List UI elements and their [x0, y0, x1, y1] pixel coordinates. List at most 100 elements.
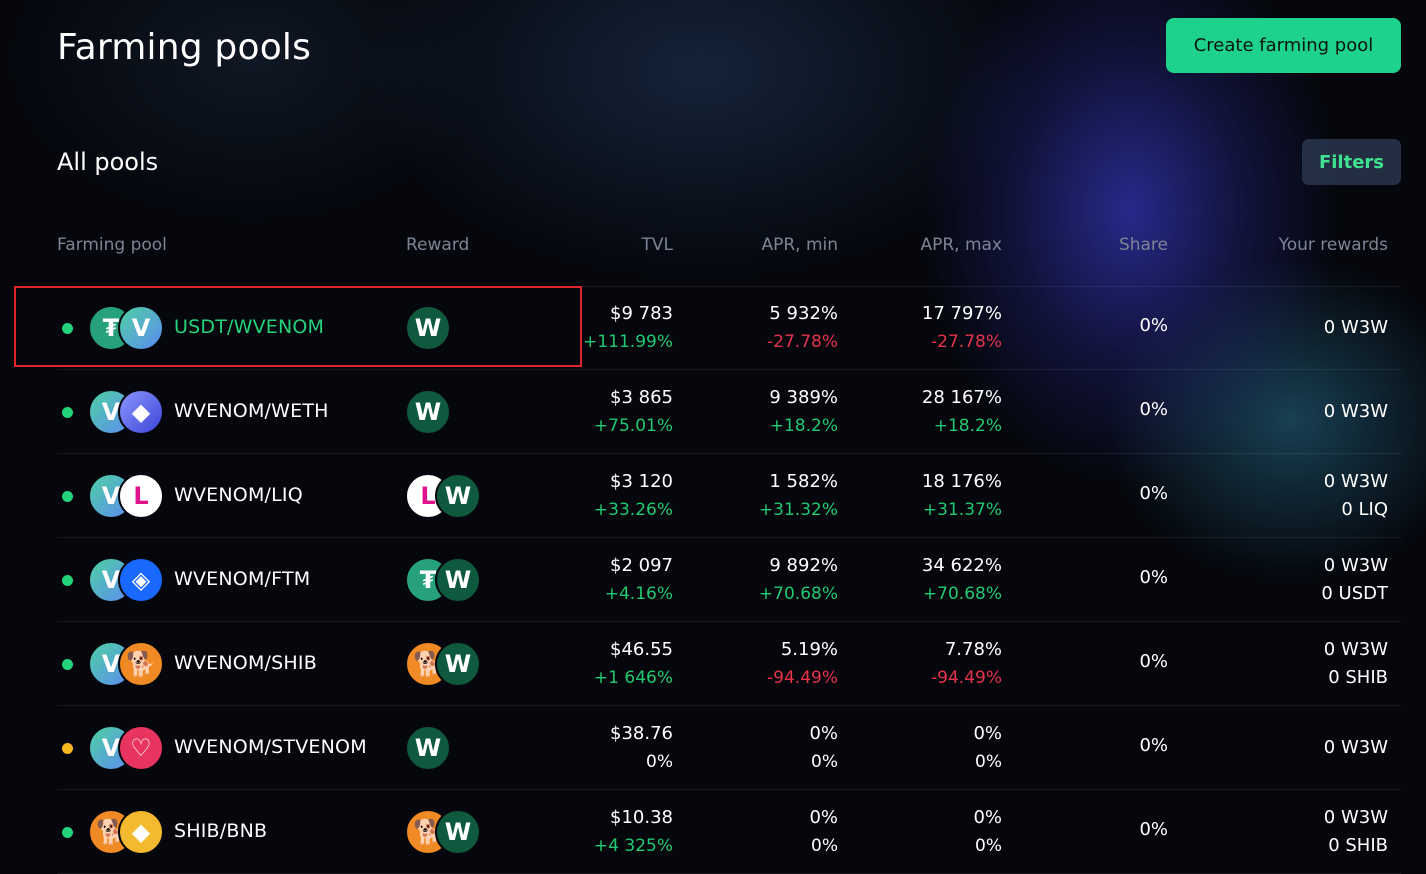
w3w-icon: W: [435, 641, 481, 687]
share-value: 0%: [1139, 651, 1168, 672]
tvl-cell-change: +33.26%: [593, 500, 673, 520]
tvl-cell: $10.38 +4 325%: [594, 804, 673, 860]
share-value: 0%: [1139, 567, 1168, 588]
apr-min-cell-value: 0%: [809, 723, 838, 744]
apr-min-cell-change: 0%: [811, 836, 838, 856]
pool-name-link[interactable]: WVENOM/STVENOM: [174, 736, 367, 758]
column-header-reward[interactable]: Reward: [406, 235, 470, 255]
apr-min-cell-change: +70.68%: [758, 584, 838, 604]
tvl-cell-change: +1 646%: [593, 668, 673, 688]
status-dot: [62, 323, 73, 334]
apr-max-cell: 28 167% +18.2%: [922, 384, 1002, 440]
apr-max-cell-value: 0%: [973, 807, 1002, 828]
tvl-cell: $38.76 0%: [610, 720, 673, 776]
pair-icons: V 🐕: [88, 641, 168, 687]
pools-table: ₮ V USDT/WVENOM W $9 783 +111.99% 5 932% -27.78…: [0, 286, 1426, 874]
tvl-cell-change: 0%: [646, 752, 673, 772]
filters-button[interactable]: Filters: [1302, 139, 1401, 185]
apr-min-cell-change: 0%: [811, 752, 838, 772]
pool-name-link[interactable]: WVENOM/WETH: [174, 400, 329, 422]
pool-row[interactable]: V L WVENOM/LIQ L W $3 120 +33.26% 1 582% +31.32%…: [0, 454, 1426, 538]
your-rewards: 0 W3W: [1324, 314, 1388, 342]
reward-amount: 0 W3W: [1323, 317, 1388, 338]
apr-max-cell: 0% 0%: [973, 720, 1002, 776]
apr-min-cell-value: 9 389%: [769, 387, 838, 408]
apr-min-cell-value: 5 932%: [769, 303, 838, 324]
table-header: Farming pool Reward TVL APR, min APR, ma…: [0, 235, 1426, 261]
apr-min-cell-change: +18.2%: [769, 416, 838, 436]
reward-amount: 0 W3W: [1323, 555, 1388, 576]
reward-amount: 0 W3W: [1323, 639, 1388, 660]
pair-icons: V ◈: [88, 557, 168, 603]
weth-icon: ◆: [118, 389, 164, 435]
stvenom-icon: ♡: [118, 725, 164, 771]
w3w-icon: W: [435, 809, 481, 855]
w3w-icon: W: [405, 725, 451, 771]
reward-amount: 0 W3W: [1323, 471, 1388, 492]
pair-icons: ₮ V: [88, 305, 168, 351]
column-header-apr-max[interactable]: APR, max: [920, 235, 1002, 255]
w3w-icon: W: [405, 305, 451, 351]
tvl-cell: $46.55 +1 646%: [594, 636, 673, 692]
apr-max-cell: 0% 0%: [973, 804, 1002, 860]
apr-min-cell: 5 932% -27.78%: [767, 300, 838, 356]
apr-min-cell-value: 9 892%: [769, 555, 838, 576]
pool-name-link[interactable]: WVENOM/LIQ: [174, 484, 303, 506]
ftm-icon: ◈: [118, 557, 164, 603]
column-header-pool[interactable]: Farming pool: [57, 235, 167, 255]
reward-amount: 0 W3W: [1323, 737, 1388, 758]
tvl-cell: $3 865 +75.01%: [594, 384, 673, 440]
reward-amount: 0 LIQ: [1341, 499, 1388, 520]
apr-max-cell: 18 176% +31.37%: [922, 468, 1002, 524]
w3w-icon: W: [435, 557, 481, 603]
create-farming-pool-button[interactable]: Create farming pool: [1166, 18, 1401, 73]
column-header-apr-min[interactable]: APR, min: [761, 235, 838, 255]
pool-row[interactable]: V 🐕 WVENOM/SHIB 🐕 W $46.55 +1 646% 5.19% -94.49%…: [0, 622, 1426, 706]
pool-name-link[interactable]: USDT/WVENOM: [174, 316, 325, 338]
your-rewards: 0 W3W 0 LIQ: [1324, 468, 1388, 524]
tvl-cell-value: $3 120: [610, 471, 673, 492]
tvl-cell-value: $9 783: [610, 303, 673, 324]
apr-max-cell-value: 7.78%: [944, 639, 1002, 660]
column-header-share[interactable]: Share: [1118, 235, 1168, 255]
pool-row[interactable]: V ♡ WVENOM/STVENOM W $38.76 0% 0% 0% 0% 0% 0% 0 W3W: [0, 706, 1426, 790]
pool-row[interactable]: ₮ V USDT/WVENOM W $9 783 +111.99% 5 932% -27.78…: [0, 286, 1426, 370]
tvl-cell-value: $2 097: [610, 555, 673, 576]
column-header-rewards[interactable]: Your rewards: [1278, 235, 1388, 255]
w3w-icon: W: [435, 473, 481, 519]
tvl-cell-value: $46.55: [610, 639, 673, 660]
section-title: All pools: [57, 148, 159, 176]
pool-row[interactable]: V ◆ WVENOM/WETH W $3 865 +75.01% 9 389% +18.2% 2…: [0, 370, 1426, 454]
pool-row[interactable]: V ◈ WVENOM/FTM ₮ W $2 097 +4.16% 9 892% +70.68% 3…: [0, 538, 1426, 622]
share-value: 0%: [1139, 819, 1168, 840]
apr-min-cell-change: +31.32%: [758, 500, 838, 520]
apr-min-cell: 0% 0%: [809, 720, 838, 776]
tvl-cell-change: +4 325%: [593, 836, 673, 856]
tvl-cell-value: $10.38: [610, 807, 673, 828]
share-value: 0%: [1139, 483, 1168, 504]
column-header-tvl[interactable]: TVL: [641, 235, 674, 255]
apr-min-cell: 1 582% +31.32%: [759, 468, 838, 524]
apr-max-cell: 17 797% -27.78%: [922, 300, 1002, 356]
apr-max-cell-change: 0%: [975, 752, 1002, 772]
apr-max-cell-value: 28 167%: [921, 387, 1002, 408]
apr-max-cell: 7.78% -94.49%: [931, 636, 1002, 692]
status-dot: [62, 743, 73, 754]
apr-min-cell: 9 892% +70.68%: [759, 552, 838, 608]
apr-max-cell-value: 17 797%: [921, 303, 1002, 324]
pool-name-link[interactable]: SHIB/BNB: [174, 820, 268, 842]
apr-min-cell-value: 1 582%: [769, 471, 838, 492]
your-rewards: 0 W3W 0 SHIB: [1324, 804, 1388, 860]
apr-min-cell: 0% 0%: [809, 804, 838, 860]
status-dot: [62, 491, 73, 502]
bnb-icon: ◆: [118, 809, 164, 855]
pool-row[interactable]: 🐕 ◆ SHIB/BNB 🐕 W $10.38 +4 325% 0% 0% 0% 0% 0% 0 W3W…: [0, 790, 1426, 874]
pool-name-link[interactable]: WVENOM/SHIB: [174, 652, 317, 674]
apr-max-cell-change: +70.68%: [922, 584, 1002, 604]
pool-name-link[interactable]: WVENOM/FTM: [174, 568, 311, 590]
apr-max-cell-value: 18 176%: [921, 471, 1002, 492]
w3w-icon: W: [405, 389, 451, 435]
reward-icons: 🐕 W: [405, 809, 485, 855]
